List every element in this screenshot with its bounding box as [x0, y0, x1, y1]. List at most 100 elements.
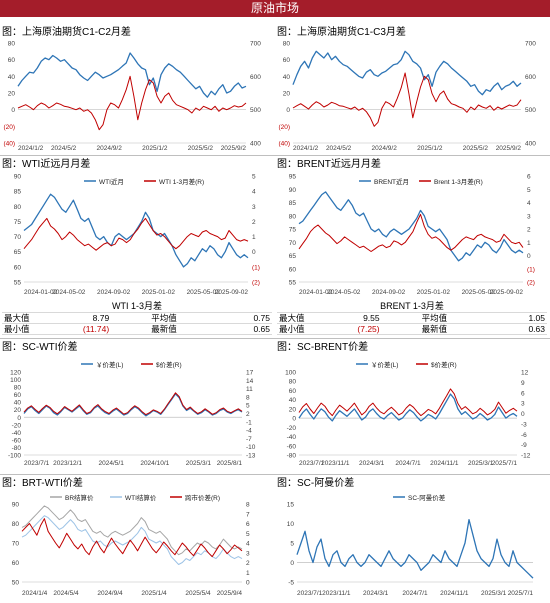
panel-title-brt-wti: 图：BRT-WTI价差	[2, 478, 83, 489]
y-tick-label: 60	[12, 560, 20, 567]
x-tick-label: 2024/9/2	[372, 145, 398, 152]
x-tick-label: 2025/3/1	[468, 460, 494, 467]
y-tick-label: 40	[14, 400, 22, 407]
x-tick-label: 2024/9/4	[97, 590, 123, 597]
y2-tick-label: 14	[246, 378, 254, 385]
y2-tick-label: 500	[250, 107, 261, 114]
stat-label: 平均值	[381, 312, 509, 324]
y-tick-label: 100	[285, 370, 296, 377]
y2-tick-label: 5	[246, 531, 250, 538]
x-tick-label: 2024/7/1	[395, 460, 421, 467]
y-tick-label: -20	[12, 422, 22, 429]
x-tick-label: 2025/9/2	[221, 145, 247, 152]
y-tick-label: 75	[289, 227, 297, 234]
y-tick-label: 90	[289, 187, 297, 194]
row-separator	[0, 338, 550, 339]
y-tick-label: 80	[8, 41, 16, 48]
legend-label: SC-阿曼价差	[408, 493, 446, 502]
series-line	[23, 393, 243, 417]
y-tick-label: 50	[12, 580, 20, 587]
y2-tick-label: 3	[527, 213, 531, 220]
stat-value: (7.25)	[332, 323, 382, 335]
legend-label: BRENT近月	[374, 177, 409, 186]
x-tick-label: 2024/11/1	[440, 590, 469, 597]
y2-tick-label: 17	[246, 370, 254, 377]
series-line	[296, 518, 534, 579]
y2-tick-label: 2	[246, 411, 250, 418]
y-tick-label: 70	[14, 234, 22, 241]
y-tick-label: 100	[10, 377, 21, 384]
x-tick-label: 2024/11/1	[430, 460, 459, 467]
panel-title-sc-c1c3: 图：上海原油期货C1-C3月差	[277, 27, 406, 38]
y-tick-label: 10	[287, 521, 295, 528]
x-tick-label: 2024/5/2	[326, 145, 352, 152]
y2-tick-label: (2)	[252, 280, 260, 287]
y2-tick-label: 11	[246, 386, 253, 393]
y2-tick-label: 5	[246, 403, 250, 410]
legend-label: WTI结算价	[125, 493, 157, 502]
x-tick-label: 2025-05-02	[462, 289, 496, 296]
table-row: 最小值 (7.25) 最新值 0.63	[277, 323, 547, 335]
y-tick-label: 95	[289, 174, 297, 181]
x-tick-label: 2024-09-02	[372, 289, 406, 296]
series-line	[17, 52, 247, 98]
x-tick-label: 2023/11/1	[321, 460, 350, 467]
x-tick-label: 2025/8/1	[217, 460, 243, 467]
x-tick-label: 2025/7/1	[492, 460, 518, 467]
table-row: 最大值 8.79 平均值 0.75	[2, 312, 272, 324]
y-tick-label: -100	[8, 453, 21, 460]
y2-tick-label: -3	[521, 421, 527, 428]
y2-tick-label: 1	[246, 570, 250, 577]
x-tick-label: 2024-05-02	[52, 289, 86, 296]
y-tick-label: 55	[14, 280, 22, 287]
table-row: 最大值 9.55 平均值 1.05	[277, 312, 547, 324]
y2-tick-label: 5	[527, 187, 531, 194]
x-tick-label: 2025-09-02	[215, 289, 249, 296]
y-tick-label: 60	[289, 388, 297, 395]
y2-tick-label: 1	[527, 240, 531, 247]
x-tick-label: 2025/9/2	[496, 145, 522, 152]
x-tick-label: 2024/3/1	[363, 590, 389, 597]
legend-label: ￥价差(L)	[371, 360, 398, 369]
table-row: 最小值 (11.74) 最新值 0.65	[2, 323, 272, 335]
stat-value: 0.63	[508, 323, 547, 335]
row-separator	[0, 155, 550, 156]
y-tick-label: 80	[12, 521, 20, 528]
y-tick-label: 90	[12, 502, 20, 509]
y-tick-label: -20	[287, 425, 297, 432]
panel-title-sc-oman: 图：SC-阿曼价差	[277, 478, 355, 489]
x-tick-label: 2024/10/1	[140, 460, 169, 467]
y-tick-label: 60	[14, 264, 22, 271]
stat-value: 0.65	[234, 323, 272, 335]
y-tick-label: 40	[289, 397, 297, 404]
stat-label: 最小值	[2, 323, 56, 335]
series-line	[23, 392, 243, 416]
x-tick-label: 2025/3/1	[481, 590, 507, 597]
y-tick-label: 0	[286, 107, 290, 114]
legend-label: Brent 1-3月差(R)	[434, 177, 483, 186]
y2-tick-label: 2	[252, 219, 256, 226]
y-tick-label: (40)	[3, 141, 15, 148]
y2-tick-label: -4	[246, 428, 252, 435]
y2-tick-label: 6	[521, 390, 525, 397]
panel-title-sc-brent: 图：SC-BRENT价差	[277, 342, 369, 353]
y-tick-label: 20	[8, 91, 16, 98]
x-tick-label: 2025/1/4	[141, 590, 167, 597]
y-tick-label: 20	[283, 91, 291, 98]
y2-tick-label: 1	[252, 234, 256, 241]
legend-label: ￥价差(L)	[96, 360, 123, 369]
y2-tick-label: -13	[246, 453, 256, 460]
y-tick-label: 0	[292, 416, 296, 423]
y-tick-label: 80	[283, 41, 291, 48]
y-tick-label: 5	[290, 541, 294, 548]
y-tick-label: 70	[12, 541, 20, 548]
y2-tick-label: 2	[527, 227, 531, 234]
x-tick-label: 2025-01-02	[142, 289, 176, 296]
y2-tick-label: 9	[521, 380, 525, 387]
y2-tick-label: -10	[246, 444, 256, 451]
row-separator	[0, 474, 550, 475]
legend-label: 跨市价差(R)	[185, 493, 220, 502]
y2-tick-label: 12	[521, 370, 529, 377]
series-line	[292, 50, 522, 96]
x-tick-label: 2025/5/2	[463, 145, 489, 152]
